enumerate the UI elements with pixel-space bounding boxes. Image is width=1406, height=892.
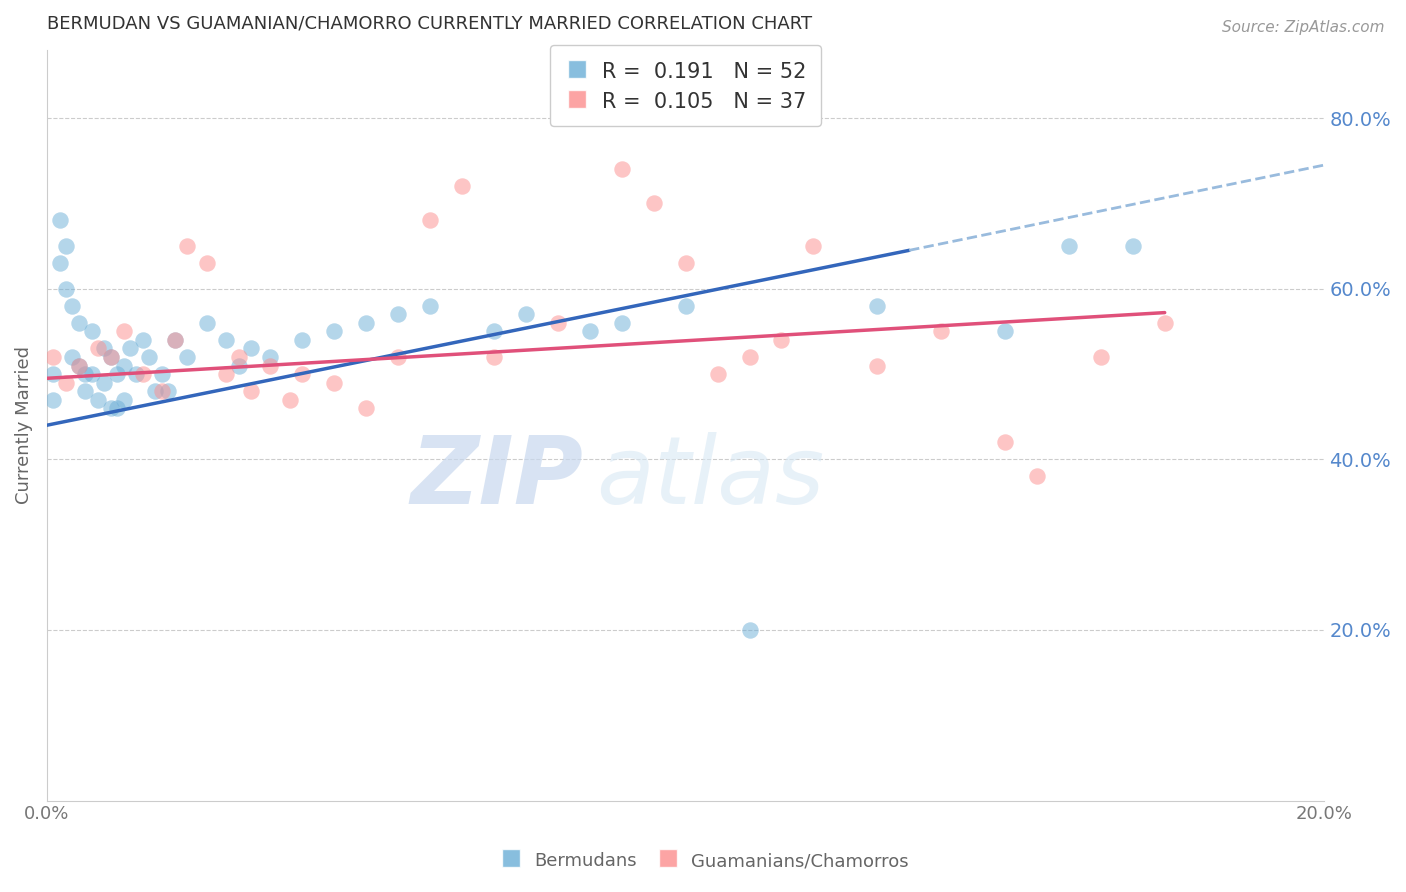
Point xyxy=(291,333,314,347)
Point xyxy=(675,256,697,270)
Point xyxy=(163,333,186,347)
Point xyxy=(150,384,173,398)
Point xyxy=(515,307,537,321)
Point xyxy=(157,384,180,398)
Point xyxy=(87,392,110,407)
Point xyxy=(770,333,793,347)
Point xyxy=(356,401,378,416)
Point xyxy=(610,316,633,330)
Point xyxy=(228,359,250,373)
Point xyxy=(131,333,153,347)
Point xyxy=(482,324,505,338)
Point xyxy=(1122,239,1144,253)
Point xyxy=(112,324,135,338)
Point xyxy=(215,367,238,381)
Legend: Bermudans, Guamanians/Chamorros: Bermudans, Guamanians/Chamorros xyxy=(491,842,915,879)
Point xyxy=(579,324,602,338)
Point xyxy=(240,342,263,356)
Text: BERMUDAN VS GUAMANIAN/CHAMORRO CURRENTLY MARRIED CORRELATION CHART: BERMUDAN VS GUAMANIAN/CHAMORRO CURRENTLY… xyxy=(46,15,813,33)
Point xyxy=(215,333,238,347)
Point xyxy=(42,350,65,364)
Point xyxy=(356,316,378,330)
Point xyxy=(118,342,141,356)
Point xyxy=(80,324,103,338)
Point xyxy=(228,350,250,364)
Point xyxy=(48,256,70,270)
Point xyxy=(451,179,474,194)
Y-axis label: Currently Married: Currently Married xyxy=(15,346,32,504)
Point xyxy=(112,359,135,373)
Point xyxy=(803,239,825,253)
Point xyxy=(150,367,173,381)
Point xyxy=(55,282,77,296)
Point xyxy=(610,162,633,177)
Point xyxy=(643,196,665,211)
Point xyxy=(1153,316,1175,330)
Point xyxy=(278,392,301,407)
Point xyxy=(323,324,346,338)
Point xyxy=(62,299,84,313)
Point xyxy=(176,239,198,253)
Point xyxy=(291,367,314,381)
Point xyxy=(42,392,65,407)
Point xyxy=(125,367,148,381)
Point xyxy=(93,376,115,390)
Point xyxy=(323,376,346,390)
Point xyxy=(55,239,77,253)
Point xyxy=(163,333,186,347)
Point xyxy=(1090,350,1112,364)
Point xyxy=(93,342,115,356)
Point xyxy=(547,316,569,330)
Point xyxy=(87,342,110,356)
Point xyxy=(738,350,761,364)
Point xyxy=(387,307,409,321)
Point xyxy=(131,367,153,381)
Point xyxy=(112,392,135,407)
Point xyxy=(75,367,97,381)
Point xyxy=(62,350,84,364)
Point xyxy=(145,384,167,398)
Point xyxy=(994,435,1017,450)
Point xyxy=(419,299,441,313)
Point xyxy=(240,384,263,398)
Point xyxy=(994,324,1017,338)
Text: atlas: atlas xyxy=(596,433,824,524)
Legend: R =  0.191   N = 52, R =  0.105   N = 37: R = 0.191 N = 52, R = 0.105 N = 37 xyxy=(550,45,821,126)
Point xyxy=(675,299,697,313)
Point xyxy=(48,213,70,227)
Point xyxy=(1026,469,1049,483)
Point xyxy=(738,623,761,637)
Point xyxy=(482,350,505,364)
Point xyxy=(42,367,65,381)
Point xyxy=(195,256,218,270)
Point xyxy=(259,350,281,364)
Point xyxy=(138,350,160,364)
Text: Source: ZipAtlas.com: Source: ZipAtlas.com xyxy=(1222,20,1385,35)
Point xyxy=(75,384,97,398)
Point xyxy=(929,324,952,338)
Point xyxy=(706,367,728,381)
Point xyxy=(67,359,90,373)
Point xyxy=(80,367,103,381)
Point xyxy=(419,213,441,227)
Point xyxy=(866,299,889,313)
Point xyxy=(195,316,218,330)
Point xyxy=(1057,239,1080,253)
Point xyxy=(105,367,128,381)
Point xyxy=(866,359,889,373)
Point xyxy=(100,350,122,364)
Text: ZIP: ZIP xyxy=(411,432,583,524)
Point xyxy=(55,376,77,390)
Point xyxy=(100,401,122,416)
Point xyxy=(259,359,281,373)
Point xyxy=(100,350,122,364)
Point xyxy=(67,316,90,330)
Point xyxy=(67,359,90,373)
Point xyxy=(387,350,409,364)
Point xyxy=(176,350,198,364)
Point xyxy=(105,401,128,416)
